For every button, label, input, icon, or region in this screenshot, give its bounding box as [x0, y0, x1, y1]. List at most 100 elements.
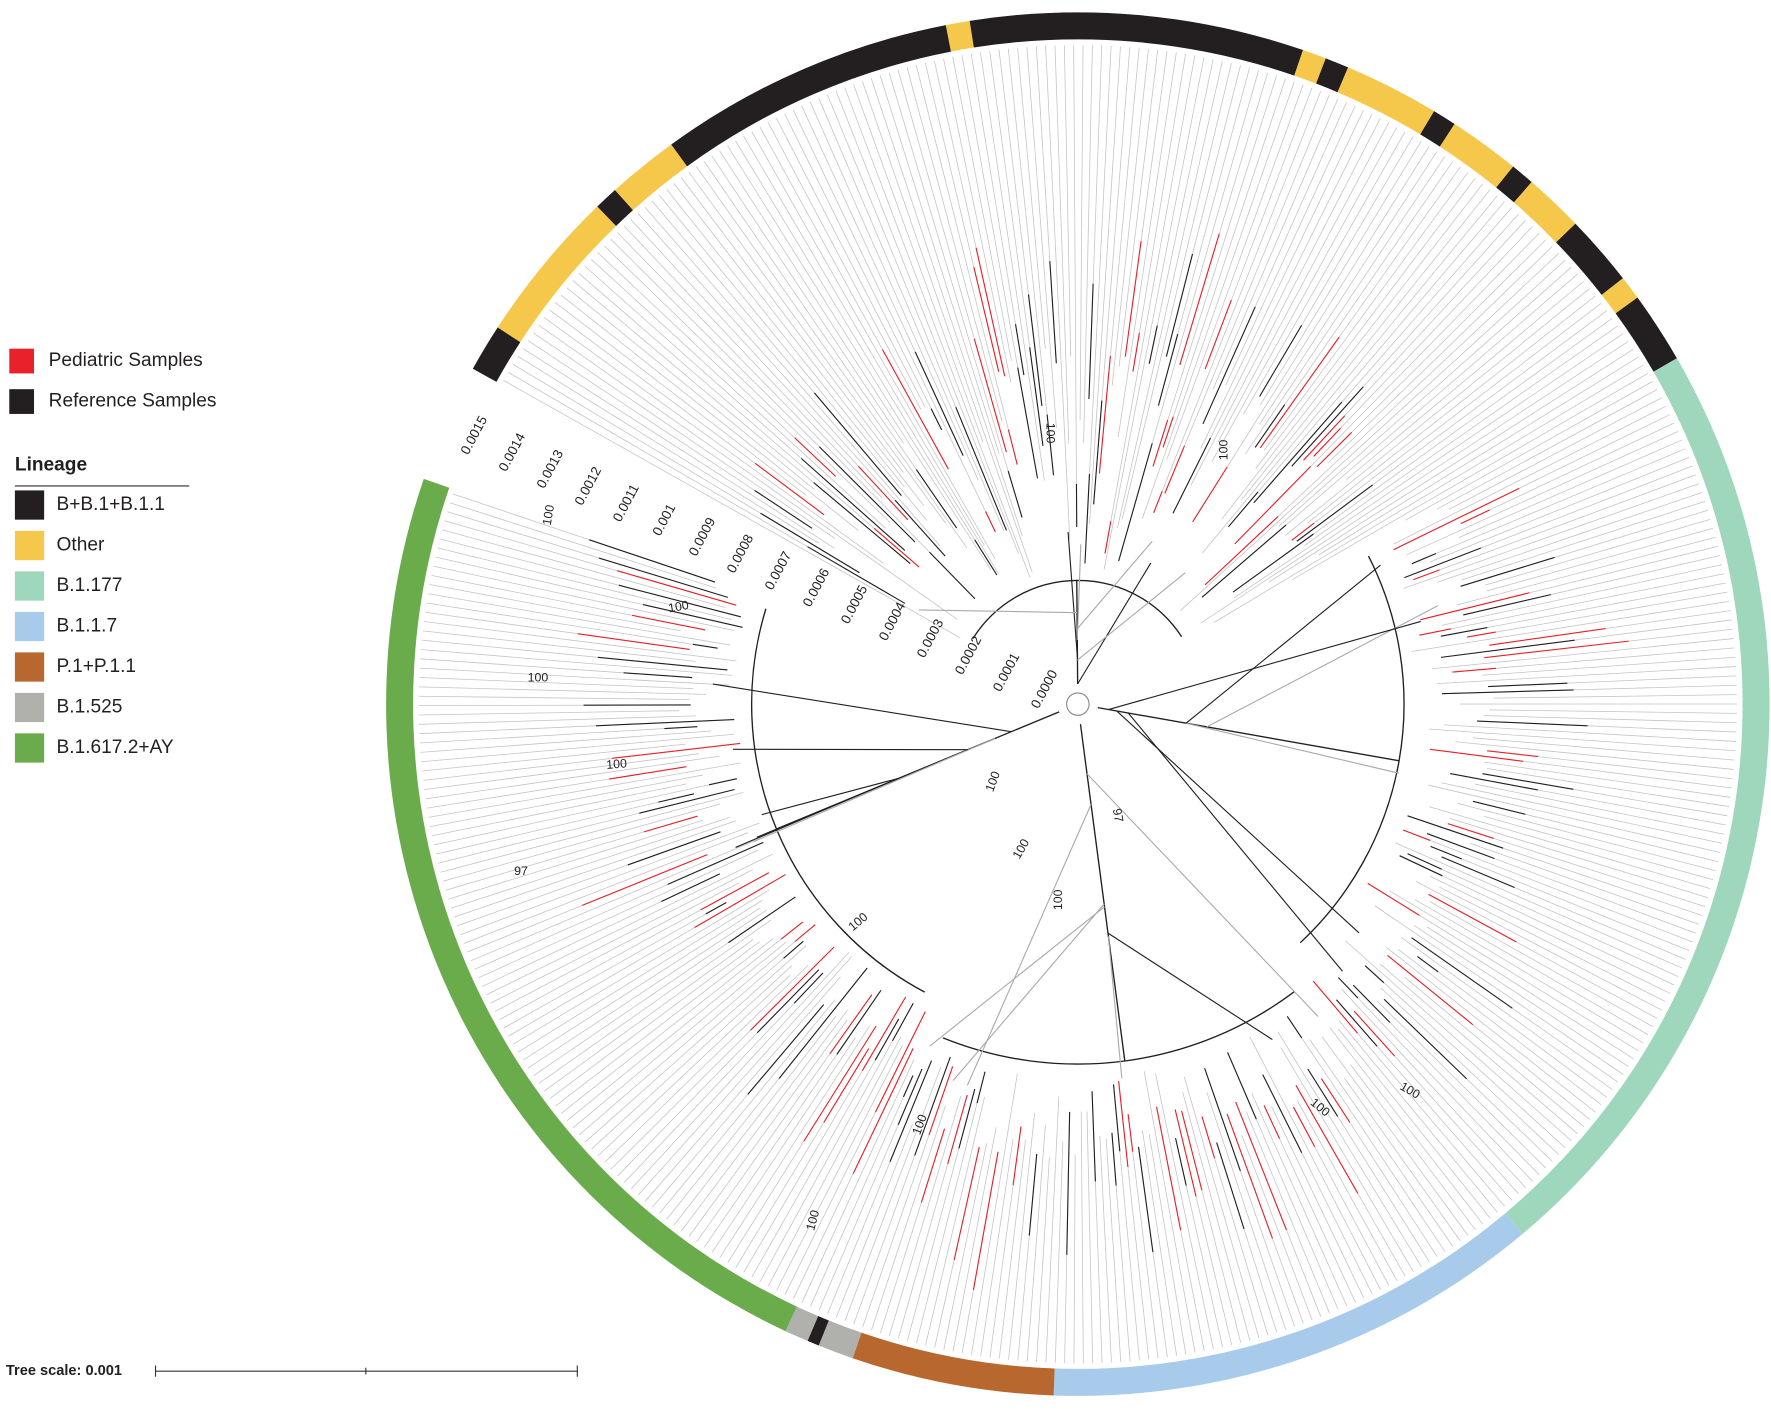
ring-segment	[614, 144, 688, 211]
leaf-branch	[1374, 905, 1624, 1075]
leaf-branch	[1441, 782, 1723, 844]
leaf-branch	[1045, 45, 1071, 539]
internal-branch	[1185, 722, 1400, 774]
leaf-branch	[1440, 582, 1726, 637]
tip-branch	[1411, 553, 1437, 565]
leaf-branch	[591, 259, 886, 529]
leaf-branch	[1328, 246, 1553, 463]
ring-segment	[472, 327, 521, 382]
leaf-branch	[1457, 802, 1716, 872]
tip-branch	[1291, 386, 1364, 467]
leaf-branch	[658, 194, 928, 521]
tip-branch	[1259, 324, 1303, 397]
leaf-branch	[440, 791, 744, 873]
leaf-branch	[560, 921, 803, 1114]
leaf-branch	[566, 287, 815, 490]
legend-swatch	[14, 571, 45, 601]
distance-tick-label: 0.0012	[572, 464, 605, 507]
leaf-branch	[1364, 965, 1566, 1149]
leaf-branch	[1213, 364, 1644, 623]
leaf-branch	[1221, 183, 1484, 520]
leaf-branch	[1313, 226, 1533, 457]
distance-tick-label: 0.0013	[534, 447, 567, 490]
tip-branch	[643, 815, 698, 833]
leaf-branch	[1251, 1093, 1348, 1307]
tip-branch	[807, 546, 906, 604]
leaf-branch	[1026, 1125, 1046, 1362]
tip-branch	[778, 967, 868, 1079]
leaf-branch	[428, 762, 741, 818]
bootstrap-label: 100	[540, 504, 557, 527]
tip-branch	[874, 1011, 926, 1113]
leaf-branch	[419, 677, 694, 689]
internal-branch	[1076, 544, 1082, 641]
leaf-branch	[1148, 1134, 1187, 1355]
leaf-branch	[431, 783, 687, 837]
leaf-branch	[1045, 1096, 1060, 1363]
tip-branch	[1254, 404, 1286, 448]
leaf-branch	[1233, 333, 1624, 599]
tip-branch	[1417, 955, 1439, 973]
leaf-branch	[1484, 761, 1731, 798]
tip-branch	[754, 489, 813, 529]
tip-branch	[747, 1004, 825, 1095]
leaf-branch	[1206, 1092, 1287, 1330]
tip-branch	[658, 793, 695, 803]
distance-tick-label: 0.0009	[686, 515, 719, 558]
tip-branch	[1014, 324, 1025, 376]
internal-branch	[1185, 564, 1381, 724]
leaf-branch	[809, 101, 979, 481]
tip-branch	[928, 1066, 954, 1136]
leaf-branch	[1271, 1106, 1365, 1299]
leaf-branch	[555, 302, 807, 496]
leaf-branch	[888, 72, 1023, 518]
tip-branch	[914, 1056, 951, 1156]
tip-branch	[1313, 427, 1341, 457]
tip-branch	[1111, 1132, 1117, 1186]
leaf-branch	[486, 853, 773, 996]
leaf-branch	[1389, 890, 1644, 1044]
leaf-branch	[1386, 946, 1596, 1113]
leaf-branch	[617, 232, 976, 599]
tip-branch	[914, 351, 964, 456]
ring-segment	[1316, 58, 1349, 93]
tip-branch	[873, 527, 920, 568]
tip-branch	[1429, 748, 1524, 762]
legend-label: B+B.1+B.1.1	[57, 494, 165, 515]
distance-tick-label: 0.001	[649, 501, 678, 538]
tip-branch	[1192, 466, 1228, 523]
leaf-branch	[478, 849, 759, 979]
legend-swatch	[14, 652, 45, 682]
tip-branch	[609, 766, 687, 780]
tip-branch	[1488, 682, 1568, 688]
internal-branch	[929, 906, 1105, 1047]
leaf-branch	[1456, 536, 1716, 606]
tip-branch	[1232, 533, 1314, 593]
leaf-branch	[1291, 302, 1602, 541]
tip-branch	[836, 990, 882, 1055]
tip-branch	[1402, 829, 1431, 841]
leaf-branch	[1249, 1036, 1381, 1290]
trunk	[1097, 706, 1400, 762]
tip-branch	[1487, 750, 1539, 758]
internal-branch	[1067, 532, 1078, 658]
leaf-branch	[1304, 325, 1618, 546]
leaf-branch	[591, 965, 793, 1150]
tip-branch	[985, 511, 996, 533]
bootstrap-label: 100	[528, 671, 549, 685]
leaf-branch	[1318, 356, 1639, 556]
tip-branch	[813, 482, 911, 565]
trunk	[1079, 724, 1126, 1062]
tip-branch	[1029, 347, 1044, 446]
distance-tick-label: 0.0011	[610, 482, 642, 525]
leaf-branch	[719, 150, 992, 571]
leaf-branch	[644, 206, 941, 547]
ring-segment	[945, 20, 974, 52]
tip-branch	[1084, 474, 1091, 564]
clade-arc	[942, 991, 1295, 1065]
legend-title: Lineage	[15, 455, 87, 476]
internal-branch	[712, 683, 1012, 733]
leaf-branch	[423, 621, 737, 662]
leaf-branch	[1008, 1112, 1036, 1360]
tip-branch	[1046, 414, 1055, 476]
